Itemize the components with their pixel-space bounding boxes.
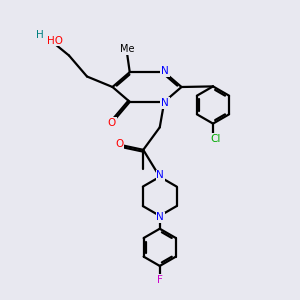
Text: N: N xyxy=(161,66,169,76)
Text: HO: HO xyxy=(47,35,63,46)
Text: H: H xyxy=(36,30,44,40)
Text: N: N xyxy=(161,98,169,108)
Text: Me: Me xyxy=(119,44,134,54)
Text: O: O xyxy=(108,118,116,128)
Text: N: N xyxy=(157,170,164,180)
Text: F: F xyxy=(157,275,163,285)
Text: O: O xyxy=(115,139,123,149)
Text: Cl: Cl xyxy=(211,134,221,144)
Text: N: N xyxy=(157,212,164,222)
